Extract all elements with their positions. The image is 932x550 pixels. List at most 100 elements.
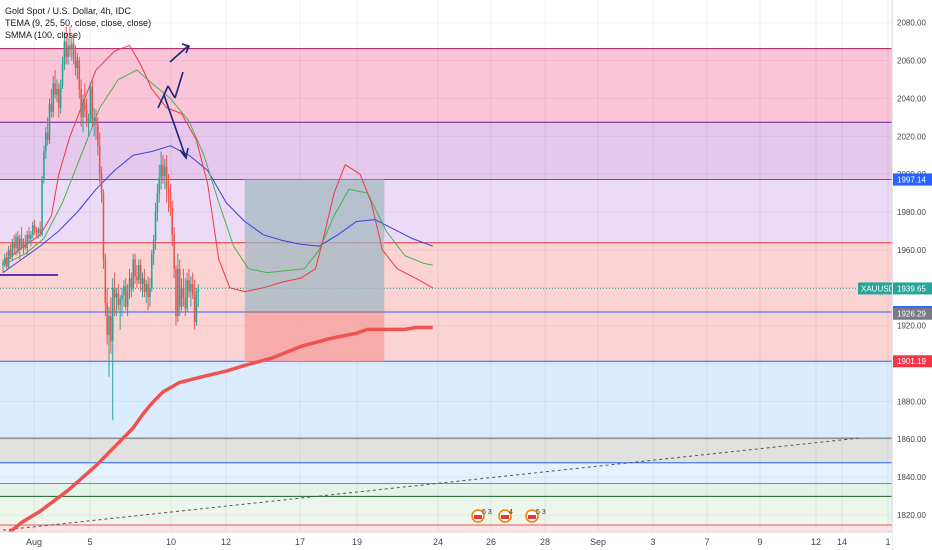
position-stop-zone[interactable] bbox=[244, 312, 385, 362]
price-label-bg bbox=[893, 355, 932, 368]
candle-body bbox=[35, 230, 38, 233]
legend-indicator-smma[interactable]: SMMA (100, close) bbox=[5, 30, 82, 40]
candle-body bbox=[71, 43, 73, 50]
candle-body bbox=[188, 280, 190, 292]
zone-layer bbox=[0, 48, 892, 532]
candle-body bbox=[74, 56, 77, 69]
candle-body bbox=[141, 278, 144, 284]
candle-body bbox=[26, 234, 28, 249]
time-tick-label: 5 bbox=[87, 537, 92, 547]
price-label-bg bbox=[893, 307, 932, 320]
candle-body bbox=[145, 283, 148, 292]
price-tick-label: 2080.00 bbox=[897, 19, 926, 28]
candle-body bbox=[182, 287, 185, 298]
candle-body bbox=[13, 242, 15, 249]
candle-body bbox=[98, 145, 101, 175]
legend-title[interactable]: Gold Spot / U.S. Dollar, 4h, IDC bbox=[5, 6, 132, 16]
long-position-tool[interactable] bbox=[244, 179, 385, 362]
candle-body bbox=[106, 302, 108, 336]
candle-body bbox=[78, 60, 81, 89]
candle-body bbox=[143, 278, 146, 292]
price-axis[interactable]: 2080.002060.002040.002020.002000.001980.… bbox=[858, 0, 932, 550]
candle-body bbox=[102, 193, 105, 260]
candle-body bbox=[162, 164, 164, 177]
time-tick-label: Sep bbox=[590, 537, 606, 547]
smma-line bbox=[1, 325, 433, 540]
candle-body bbox=[46, 132, 49, 141]
candle-body bbox=[158, 177, 161, 194]
candle-body bbox=[50, 104, 53, 112]
time-tick-label: 1 bbox=[885, 537, 890, 547]
candle-body bbox=[37, 229, 40, 233]
candle-body bbox=[85, 109, 88, 122]
time-tick-label: 7 bbox=[704, 537, 709, 547]
candle-body bbox=[121, 295, 123, 300]
candle-body bbox=[61, 64, 64, 86]
candle-body bbox=[126, 291, 129, 307]
time-axis[interactable]: Aug 5 10 12 17 19 24 26 28 Sep 3 7 9 12 14 1 bbox=[0, 531, 892, 550]
event-marker-label: 5 3 bbox=[482, 509, 492, 516]
symbol-label[interactable]: XAUUSD bbox=[861, 284, 895, 293]
price-label[interactable]: 1997.14 bbox=[897, 176, 926, 185]
candle-body bbox=[11, 242, 14, 256]
zone-band bbox=[0, 438, 892, 463]
arrow-head-up bbox=[181, 43, 191, 54]
candle-body bbox=[117, 293, 120, 305]
candle-body bbox=[175, 268, 177, 317]
candle-body bbox=[154, 212, 157, 241]
chart-legend: Gold Spot / U.S. Dollar, 4h, IDC TEMA (9… bbox=[5, 5, 151, 41]
candle-body bbox=[67, 45, 69, 57]
candle-body bbox=[180, 287, 183, 307]
price-tick-label: 2040.00 bbox=[897, 94, 926, 103]
candle-body bbox=[28, 234, 30, 239]
candle-body bbox=[20, 238, 23, 247]
time-tick-label: 17 bbox=[295, 537, 305, 547]
price-tick-label: 1820.00 bbox=[897, 511, 926, 520]
candle-body bbox=[152, 240, 155, 254]
candle-body bbox=[31, 225, 34, 235]
price-tick-label: 1960.00 bbox=[897, 246, 926, 255]
time-tick-label: 9 bbox=[757, 537, 762, 547]
candle-body bbox=[80, 88, 82, 118]
time-tick-label: 3 bbox=[650, 537, 655, 547]
candle-body bbox=[137, 265, 140, 281]
zone-band bbox=[0, 122, 892, 180]
candle-body bbox=[197, 289, 200, 292]
candle-body bbox=[186, 280, 188, 309]
candle-body bbox=[104, 259, 107, 303]
zone-band bbox=[0, 179, 892, 243]
candle-body bbox=[65, 41, 68, 57]
candle-body bbox=[177, 268, 179, 317]
time-tick-label: 12 bbox=[811, 537, 821, 547]
candle-body bbox=[59, 85, 62, 108]
arrow-head-down bbox=[179, 147, 189, 160]
candle-body bbox=[18, 238, 21, 250]
price-label[interactable]: 1939.65 bbox=[897, 284, 926, 293]
event-marker-label: 4 bbox=[509, 509, 513, 516]
candle-body bbox=[160, 164, 162, 178]
legend-indicator-tema[interactable]: TEMA (9, 25, 50, close, close, close) bbox=[5, 18, 152, 28]
price-label[interactable]: 1901.19 bbox=[897, 357, 926, 366]
candle-body bbox=[2, 263, 4, 266]
candle-body bbox=[190, 283, 192, 292]
time-tick-label: Aug bbox=[26, 537, 42, 547]
candle-body bbox=[108, 316, 110, 336]
candle-body bbox=[24, 244, 27, 249]
candle-body bbox=[128, 278, 131, 292]
candle-body bbox=[147, 283, 149, 298]
candle-body bbox=[91, 87, 94, 122]
price-tick-label: 1920.00 bbox=[897, 322, 926, 331]
candle-body bbox=[69, 45, 71, 50]
candle-body bbox=[5, 257, 8, 267]
candle-body bbox=[56, 88, 58, 95]
candle-body bbox=[84, 102, 86, 110]
candle-body bbox=[119, 299, 121, 305]
candle-body bbox=[115, 293, 118, 298]
price-label[interactable]: 1926.29 bbox=[897, 310, 926, 319]
event-markers[interactable]: 5 3 4 5 3 bbox=[471, 509, 546, 523]
candle-body bbox=[58, 88, 60, 108]
candle-body bbox=[63, 41, 66, 65]
candle-body bbox=[17, 236, 19, 250]
event-flag-stripe bbox=[501, 515, 509, 519]
